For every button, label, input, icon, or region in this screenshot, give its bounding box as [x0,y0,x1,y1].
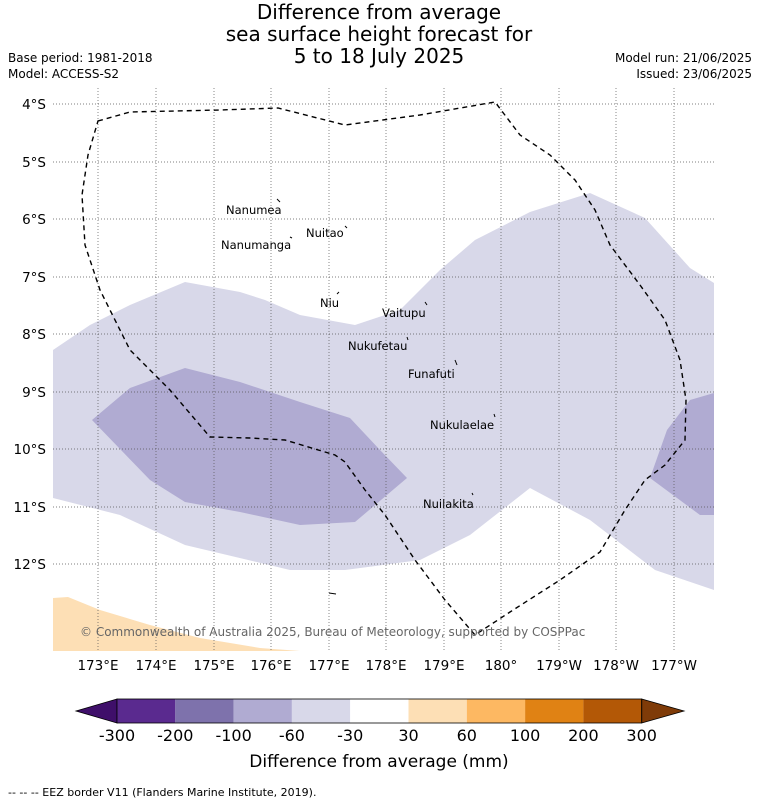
lat-label: 10°S [14,442,47,458]
place-funafuti: Funafuti [408,367,455,381]
lat-label: 9°S [22,385,46,401]
nuilakita-island [471,492,474,496]
colorbar-segment [233,699,292,723]
lat-label: 4°S [22,97,46,113]
lon-label: 177°W [651,658,697,674]
colorbar-outline [116,698,643,724]
colorbar-tick: -100 [215,726,251,745]
lon-label: 176°E [250,658,291,674]
colorbar-extend-high [641,698,686,724]
map-title-line2: sea surface height forecast for [225,22,533,46]
model-name: Model: ACCESS-S2 [8,67,120,81]
lon-label: 175°E [193,658,234,674]
place-nanumea: Nanumea [226,203,282,217]
funafuti-island [454,359,458,366]
lon-label: 178°W [593,658,639,674]
lon-label: 173°E [77,658,118,674]
colorbar-segment [350,699,409,723]
nanumea-island [276,198,281,203]
lon-label: 179°W [536,658,582,674]
lon-label: 179°E [423,658,464,674]
longitude-labels: 173°E 174°E 175°E 176°E 177°E 178°E 179°… [77,658,696,674]
colorbar-segment [466,699,526,723]
copyright-notice: © Commonwealth of Australia 2025, Bureau… [80,625,585,639]
place-nukulaelae: Nukulaelae [430,418,494,432]
colorbar-segment [583,699,642,723]
place-nukufetau: Nukufetau [348,339,407,353]
latitude-labels: 4°S 5°S 6°S 7°S 8°S 9°S 10°S 11°S 12°S [14,97,47,573]
anomaly-region-orange [53,597,300,651]
lat-label: 5°S [22,155,46,171]
colorbar-tick: 60 [457,726,477,745]
graticule [53,88,714,651]
lon-label: 180° [485,658,518,674]
place-nuilakita: Nuilakita [423,497,474,511]
colorbar-tick: -60 [279,726,305,745]
colorbar-tick: 300 [626,726,657,745]
place-nanumanga: Nanumanga [221,238,291,252]
colorbar-title: Difference from average (mm) [249,752,508,772]
colorbar-tick: 200 [568,726,599,745]
lon-label: 178°E [365,658,406,674]
map-title-line3: 5 to 18 July 2025 [293,44,465,68]
colorbar-segment [291,699,351,723]
footer-note: -- -- -- EEZ border V11 (Flanders Marine… [8,786,317,799]
colorbar-segment [117,699,176,723]
colorbar-tick: -30 [337,726,363,745]
nukufetau-island [406,336,409,341]
place-nuitao: Nuitao [306,226,344,240]
nuitao-island [344,225,348,229]
place-niu: Niu [320,296,339,310]
map-title-line1: Difference from average [256,0,502,24]
colorbar-segment [175,699,234,723]
anomaly-region-medium-west [92,368,407,525]
colorbar-tick: 100 [510,726,541,745]
lat-label: 6°S [22,212,46,228]
lon-label: 177°E [308,658,349,674]
niu-island [336,291,340,295]
lon-label: 174°E [135,658,176,674]
nukulaelae-island [493,413,496,418]
lat-label: 11°S [14,500,47,516]
map-area: Nanumea Nuitao Nanumanga Niu Vaitupu Nuk… [53,88,714,651]
colorbar-extend-low [74,698,118,724]
island-markers [276,198,496,595]
colorbar-segment [408,699,467,723]
small-reef [328,592,337,595]
colorbar-tick: -300 [99,726,135,745]
colorbar-tick: -200 [157,726,193,745]
colorbar-segment [525,699,584,723]
eez-border [81,101,687,636]
place-vaitupu: Vaitupu [382,306,426,320]
base-period: Base period: 1981-2018 [8,51,153,65]
lat-label: 8°S [22,327,46,343]
issued-date: Issued: 23/06/2025 [636,67,752,81]
colorbar-tick: 30 [398,726,418,745]
anomaly-region-medium-east [650,393,714,515]
model-run: Model run: 21/06/2025 [614,51,752,65]
lat-label: 7°S [22,270,46,286]
vaitupu-island [424,301,428,306]
lat-label: 12°S [14,557,47,573]
colorbar: -300 -200 -100 -60 -30 30 60 100 200 300… [74,698,686,772]
nanumanga-island [289,236,293,239]
